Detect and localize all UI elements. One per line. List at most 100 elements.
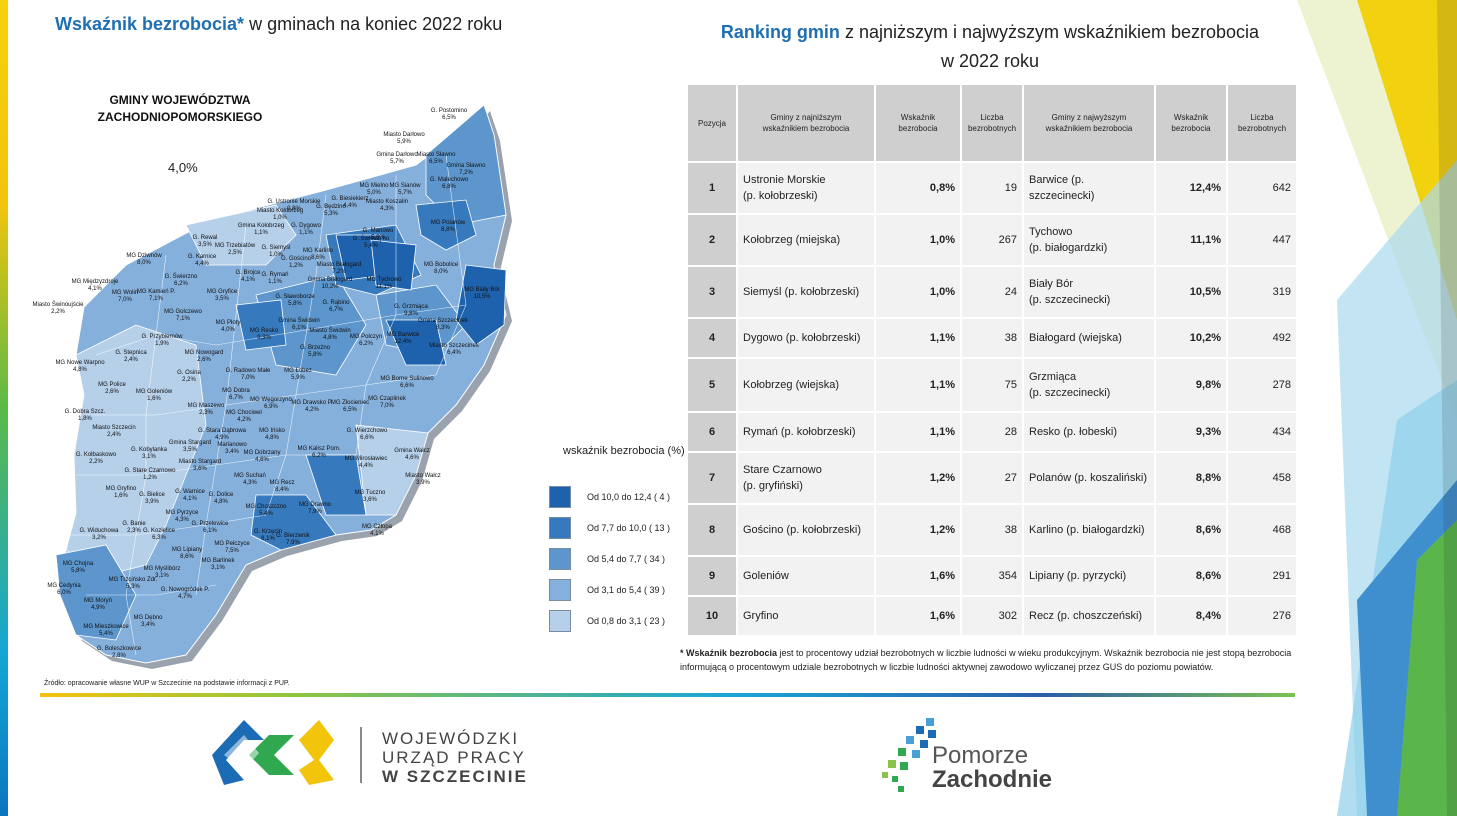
map-label: MG Kalisz Pom. 6,2% <box>297 446 341 459</box>
map-label: G. Bielice 3,9% <box>139 492 165 505</box>
map-label: G. Przelewice 6,1% <box>191 521 229 534</box>
legend-label: Od 0,8 do 3,1 ( 23 ) <box>587 616 666 626</box>
map-label: MG Recz 8,4% <box>269 480 295 493</box>
map-label: Miasto Darłowo 5,9% <box>383 132 425 145</box>
map-label: Gmina Szczecinek 8,3% <box>418 318 468 331</box>
header-cell: Wskaźnik bezrobocia <box>1154 83 1228 163</box>
map-label: Marianowo 3,4% <box>217 442 247 455</box>
map-label: MG Myślibórz 3,1% <box>143 566 181 579</box>
left-accent-bar <box>0 0 8 816</box>
header-cell: Wskaźnik bezrobocia <box>874 83 962 163</box>
lowest-gmina-cell: Ustronie Morskie (p. kołobrzeski) <box>736 161 876 215</box>
highest-gmina-cell: Biały Bór (p. szczecinecki) <box>1022 265 1156 319</box>
map-label: MG Wolin 7,0% <box>111 290 139 303</box>
map-label: MG Dziwnów 8,0% <box>126 253 162 266</box>
map-label: Miasto Stargard 3,6% <box>178 459 222 472</box>
ranking-table: Pozycja Gminy z najniższym wskaźnikiem b… <box>686 83 1298 637</box>
map-label: MG Goleniów 1,6% <box>135 389 173 402</box>
map-label: MG Połczyn 6,2% <box>349 334 383 347</box>
pz-logo-line1: Pomorze <box>932 742 1029 769</box>
lowest-count-cell: 28 <box>960 411 1024 453</box>
map-label: MG Trzcińsko Zdr. 5,3% <box>108 577 158 590</box>
highest-rate-cell: 8,6% <box>1154 555 1228 597</box>
map-graphic <box>55 104 512 669</box>
map-label: G. Widuchowa 3,2% <box>79 528 119 541</box>
map-label: G. Warnice 4,1% <box>175 489 205 502</box>
map-label: G. Rymań 1,1% <box>261 272 289 285</box>
lowest-rate-cell: 1,0% <box>874 265 962 319</box>
map-label: G. Dygowo 1,1% <box>291 223 321 236</box>
map-label: MG Karlino 8,6% <box>302 248 334 261</box>
position-cell: 2 <box>686 213 738 267</box>
lowest-gmina-cell: Stare Czarnowo (p. gryfiński) <box>736 451 876 505</box>
map-label: MG Dębno 3,4% <box>133 615 163 628</box>
highest-rate-cell: 8,4% <box>1154 595 1228 637</box>
lowest-count-cell: 75 <box>960 357 1024 413</box>
map-label: MG Chojna 5,8% <box>62 561 94 574</box>
lowest-rate-cell: 1,0% <box>874 213 962 267</box>
region-map <box>36 95 516 670</box>
map-title: Wskaźnik bezrobocia* w gminach na koniec… <box>55 14 503 34</box>
map-label: MG Sianów 5,7% <box>389 183 421 196</box>
map-label: MG Człopa 4,1% <box>361 524 393 537</box>
map-label: MG Biały Bór 10,5% <box>464 287 500 300</box>
highest-rate-cell: 9,3% <box>1154 411 1228 453</box>
lowest-gmina-cell: Gryfino <box>736 595 876 637</box>
map-label: Miasto Wałcz 3,9% <box>405 473 441 486</box>
map-label: G. Brzeżno 5,8% <box>299 345 331 358</box>
legend-swatch <box>549 610 571 632</box>
position-cell: 9 <box>686 555 738 597</box>
legend-item: Od 10,0 do 12,4 ( 4 ) <box>549 486 670 508</box>
position-cell: 6 <box>686 411 738 453</box>
highest-gmina-cell: Polanów (p. koszaliński) <box>1022 451 1156 505</box>
highest-gmina-cell: Resko (p. łobeski) <box>1022 411 1156 453</box>
right-decoration <box>1297 0 1457 816</box>
lowest-count-cell: 302 <box>960 595 1024 637</box>
lowest-gmina-cell: Rymań (p. kołobrzeski) <box>736 411 876 453</box>
map-label: MG Pełczyce 7,5% <box>214 541 250 554</box>
wup-logo-line2: URZĄD PRACY <box>382 748 526 767</box>
map-label: MG Trzebiatów 2,5% <box>214 243 256 256</box>
highest-count-cell: 492 <box>1226 317 1298 359</box>
table-row: 9 Goleniów 1,6% 354 Lipiany (p. pyrzycki) 8,6… <box>686 555 1298 597</box>
lowest-rate-cell: 1,1% <box>874 411 962 453</box>
source-note: Źródło: opracowanie własne WUP w Szczeci… <box>44 680 290 687</box>
map-label: G. Dolice 4,8% <box>208 492 234 505</box>
table-row: 8 Gościno (p. kołobrzeski) 1,2% 38 Karlino (… <box>686 503 1298 557</box>
lowest-rate-cell: 1,6% <box>874 555 962 597</box>
highest-gmina-cell: Barwice (p. szczecinecki) <box>1022 161 1156 215</box>
map-label: G. Gościno 1,2% <box>280 256 312 269</box>
map-label: MG Resko 9,3% <box>249 328 279 341</box>
map-label: G. Będzino 5,3% <box>316 204 346 217</box>
map-label: MG Pyrzyce 4,3% <box>165 510 199 523</box>
legend-swatch <box>549 548 571 570</box>
map-label: MG Choszczno 5,4% <box>245 504 287 517</box>
map-label: MG Płoty 4,0% <box>215 320 241 333</box>
wup-logo-line1: WOJEWÓDZKI <box>382 729 520 748</box>
highest-count-cell: 276 <box>1226 595 1298 637</box>
map-label: MG Barlinek 3,1% <box>201 558 235 571</box>
lowest-count-cell: 38 <box>960 317 1024 359</box>
map-label: Miasto Świdwin 4,8% <box>309 328 351 341</box>
map-label: Miasto Szczecinek 6,4% <box>429 343 479 356</box>
lowest-rate-cell: 1,1% <box>874 357 962 413</box>
map-label: G. Osina 2,2% <box>177 370 201 383</box>
map-label: Gmina Sławno 7,2% <box>446 163 486 176</box>
map-label: G. Kozielice 6,3% <box>142 528 176 541</box>
map-label: Miasto Kołobrzeg 1,0% <box>256 208 304 221</box>
lowest-gmina-cell: Kołobrzeg (wiejska) <box>736 357 876 413</box>
highest-rate-cell: 10,2% <box>1154 317 1228 359</box>
map-label: MG Mielno 5,0% <box>359 183 389 196</box>
map-label: MG Polanów 8,8% <box>430 220 466 233</box>
highest-gmina-cell: Grzmiąca (p. szczecinecki) <box>1022 357 1156 413</box>
highest-count-cell: 468 <box>1226 503 1298 557</box>
map-label: G. Dobra Szcz. 1,8% <box>64 409 106 422</box>
map-label: G. Bierzwnik 7,9% <box>276 533 310 546</box>
map-label: Gmina Darłowo 5,7% <box>376 152 418 165</box>
map-label: MG Moryń 4,9% <box>83 598 113 611</box>
lowest-rate-cell: 1,2% <box>874 503 962 557</box>
legend-label: Od 3,1 do 5,4 ( 39 ) <box>587 585 666 595</box>
table-row: 3 Siemyśl (p. kołobrzeski) 1,0% 24 Biały Bór… <box>686 265 1298 319</box>
map-label: G. Świerzno 6,2% <box>164 274 198 287</box>
lowest-count-cell: 267 <box>960 213 1024 267</box>
